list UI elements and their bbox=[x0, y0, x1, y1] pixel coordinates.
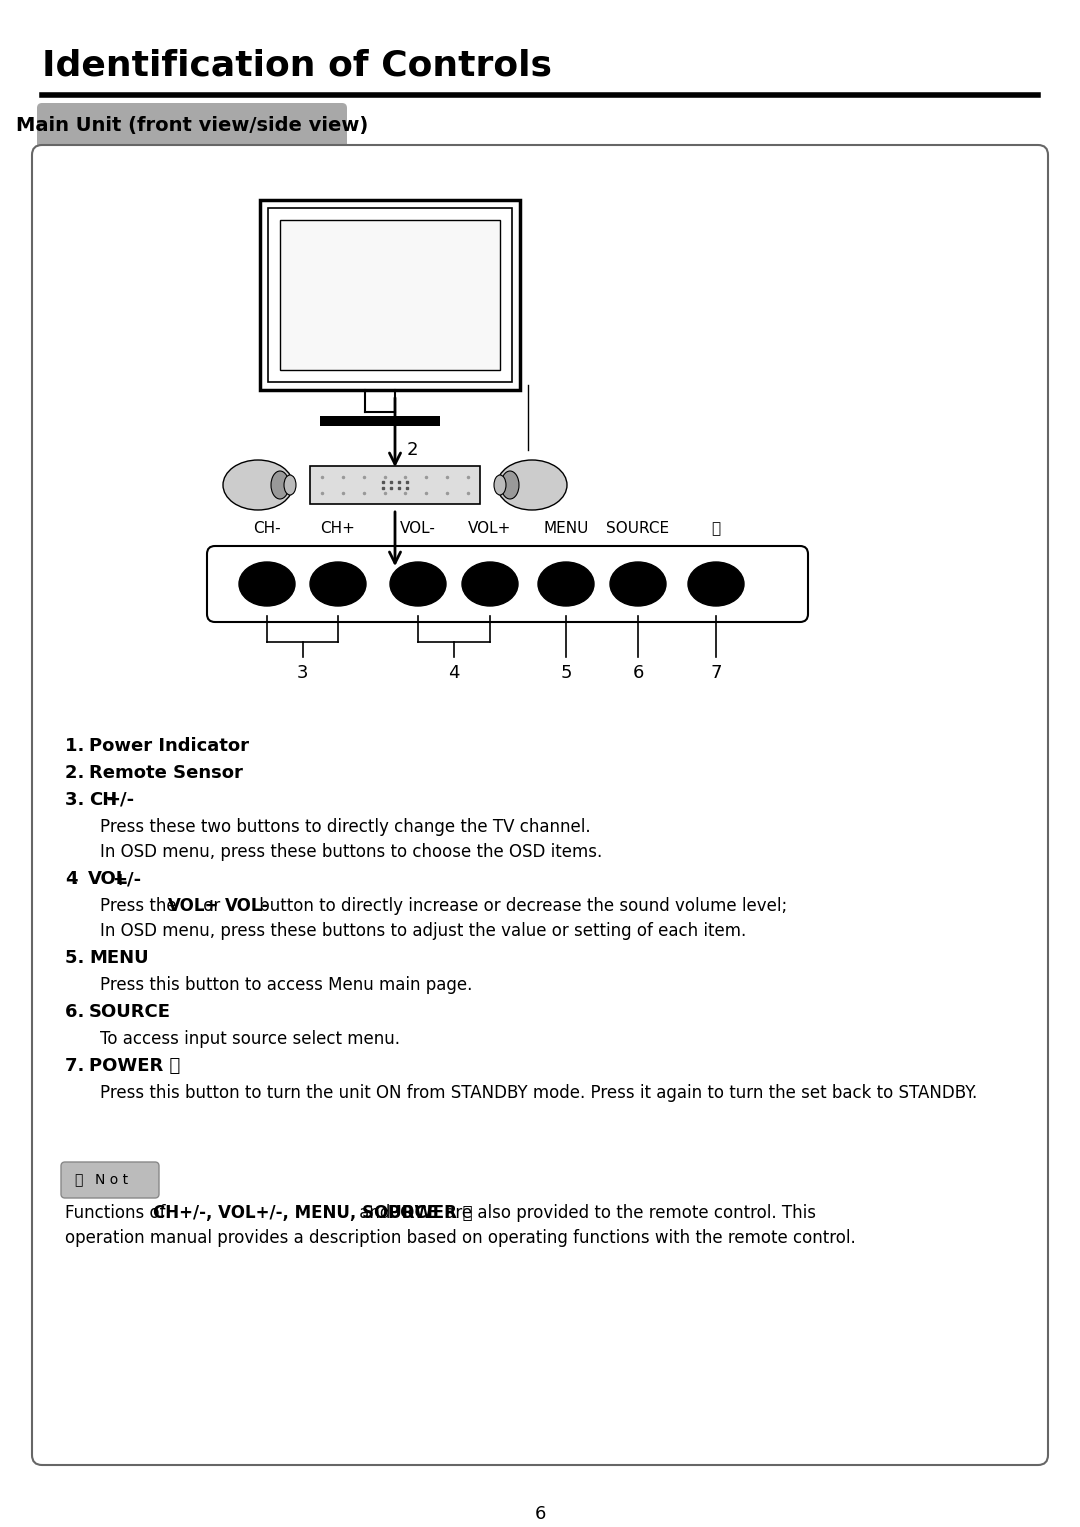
Text: To access input source select menu.: To access input source select menu. bbox=[100, 1031, 400, 1048]
Text: 4: 4 bbox=[65, 870, 78, 889]
Text: Ⓝ: Ⓝ bbox=[73, 1173, 82, 1186]
Text: 5: 5 bbox=[561, 664, 571, 683]
FancyBboxPatch shape bbox=[207, 547, 808, 621]
Text: CH+: CH+ bbox=[321, 521, 355, 536]
Text: VOL-: VOL- bbox=[225, 896, 269, 915]
Text: 1.: 1. bbox=[65, 738, 91, 754]
Ellipse shape bbox=[497, 460, 567, 510]
Text: and: and bbox=[354, 1203, 395, 1222]
Text: Press these two buttons to directly change the TV channel.: Press these two buttons to directly chan… bbox=[100, 818, 591, 835]
Text: 2: 2 bbox=[407, 441, 419, 460]
Text: Press this button to access Menu main page.: Press this button to access Menu main pa… bbox=[100, 976, 472, 994]
Text: CH-: CH- bbox=[253, 521, 281, 536]
Ellipse shape bbox=[610, 562, 666, 606]
Text: VOL-: VOL- bbox=[400, 521, 436, 536]
Bar bbox=[310, 466, 480, 504]
Bar bbox=[320, 415, 440, 426]
Text: SOURCE: SOURCE bbox=[607, 521, 670, 536]
Text: N o t: N o t bbox=[95, 1173, 129, 1186]
FancyBboxPatch shape bbox=[32, 145, 1048, 1464]
FancyBboxPatch shape bbox=[37, 102, 347, 150]
Text: Functions of: Functions of bbox=[65, 1203, 171, 1222]
Text: 3.: 3. bbox=[65, 791, 91, 809]
Text: Identification of Controls: Identification of Controls bbox=[42, 47, 552, 82]
Ellipse shape bbox=[271, 470, 289, 499]
Text: In OSD menu, press these buttons to adjust the value or setting of each item.: In OSD menu, press these buttons to adju… bbox=[100, 922, 746, 941]
Text: VOL+: VOL+ bbox=[167, 896, 219, 915]
FancyBboxPatch shape bbox=[60, 1162, 159, 1199]
Text: operation manual provides a description based on operating functions with the re: operation manual provides a description … bbox=[65, 1229, 855, 1248]
Text: Press the: Press the bbox=[100, 896, 181, 915]
Text: 4: 4 bbox=[448, 664, 460, 683]
Text: SOURCE: SOURCE bbox=[90, 1003, 171, 1022]
Text: In OSD menu, press these buttons to choose the OSD items.: In OSD menu, press these buttons to choo… bbox=[100, 843, 603, 861]
Text: 5.: 5. bbox=[65, 948, 91, 967]
Ellipse shape bbox=[688, 562, 744, 606]
Ellipse shape bbox=[222, 460, 293, 510]
Text: .: . bbox=[73, 870, 84, 889]
Bar bbox=[268, 208, 512, 382]
Text: VOL+: VOL+ bbox=[469, 521, 512, 536]
Text: 7.: 7. bbox=[65, 1057, 91, 1075]
Ellipse shape bbox=[501, 470, 519, 499]
Ellipse shape bbox=[390, 562, 446, 606]
Text: ⏻: ⏻ bbox=[712, 521, 720, 536]
Text: Main Unit (front view/side view): Main Unit (front view/side view) bbox=[16, 116, 368, 136]
Text: 6: 6 bbox=[632, 664, 644, 683]
Ellipse shape bbox=[494, 475, 507, 495]
Text: Remote Sensor: Remote Sensor bbox=[90, 764, 243, 782]
Text: CH+/-, VOL+/-, MENU, SOURCE: CH+/-, VOL+/-, MENU, SOURCE bbox=[153, 1203, 438, 1222]
Text: CH: CH bbox=[90, 791, 118, 809]
Text: 3: 3 bbox=[297, 664, 308, 683]
Bar bbox=[280, 220, 500, 370]
Text: VOL: VOL bbox=[87, 870, 127, 889]
Text: POWER ⏻: POWER ⏻ bbox=[388, 1203, 473, 1222]
Text: 6: 6 bbox=[535, 1506, 545, 1522]
Ellipse shape bbox=[462, 562, 518, 606]
Ellipse shape bbox=[284, 475, 296, 495]
Text: 2.: 2. bbox=[65, 764, 91, 782]
Text: 7: 7 bbox=[711, 664, 721, 683]
Text: button to directly increase or decrease the sound volume level;: button to directly increase or decrease … bbox=[255, 896, 787, 915]
Ellipse shape bbox=[310, 562, 366, 606]
Text: Press this button to turn the unit ON from STANDBY mode. Press it again to turn : Press this button to turn the unit ON fr… bbox=[100, 1084, 977, 1102]
Ellipse shape bbox=[239, 562, 295, 606]
Text: or: or bbox=[198, 896, 225, 915]
Text: Power Indicator: Power Indicator bbox=[90, 738, 249, 754]
Text: MENU: MENU bbox=[90, 948, 149, 967]
Text: +/-: +/- bbox=[112, 870, 141, 889]
Ellipse shape bbox=[538, 562, 594, 606]
Text: MENU: MENU bbox=[543, 521, 589, 536]
Text: +/-: +/- bbox=[106, 791, 134, 809]
Text: 6.: 6. bbox=[65, 1003, 91, 1022]
Text: POWER ⏻: POWER ⏻ bbox=[90, 1057, 180, 1075]
Text: are also provided to the remote control. This: are also provided to the remote control.… bbox=[440, 1203, 816, 1222]
Bar bbox=[260, 200, 519, 389]
